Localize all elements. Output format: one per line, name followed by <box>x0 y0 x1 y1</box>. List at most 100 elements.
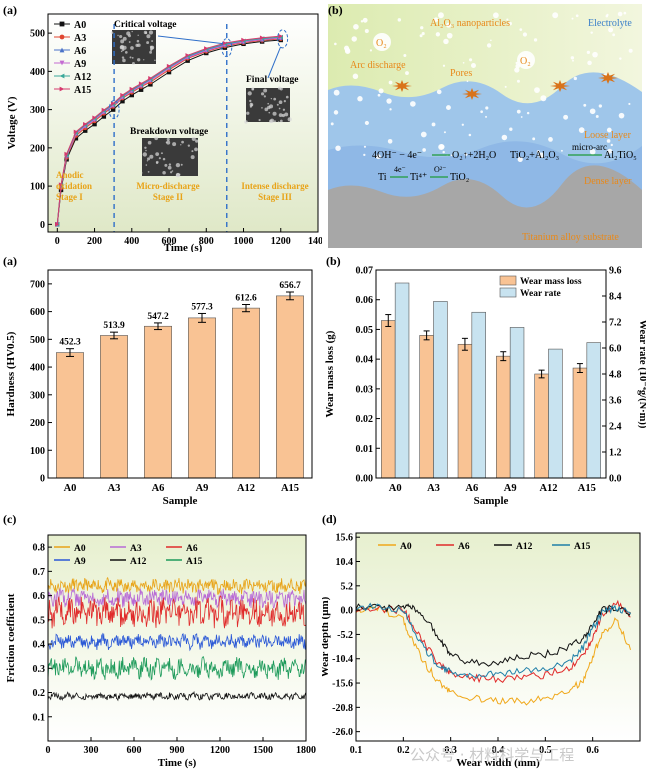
nanoparticle-dot <box>439 144 445 150</box>
micrograph-speck <box>145 149 147 152</box>
nanoparticle-dot <box>442 64 446 67</box>
nanoparticle-dot <box>516 79 520 83</box>
label-pores: Pores <box>450 68 472 79</box>
x-tick-label: 1000 <box>234 236 254 247</box>
legend-label: A0 <box>74 20 86 31</box>
y-tick-label: 10.4 <box>336 557 354 568</box>
y-right-tick-label: 0.0 <box>609 474 622 485</box>
legend-label: A15 <box>574 542 591 552</box>
wear-rate-bar-A15 <box>586 342 601 479</box>
series-marker-A15 <box>259 35 265 40</box>
nanoparticle-dot <box>607 148 613 154</box>
micrograph-speck <box>158 157 161 160</box>
micrograph-speck <box>181 140 184 144</box>
nanoparticle-dot <box>526 111 530 115</box>
friction-series-A9 <box>47 632 307 652</box>
series-marker-A0 <box>185 58 190 63</box>
watermark-text: 公众号 · 材料科学与工程 <box>410 746 575 764</box>
plot-background <box>376 270 606 478</box>
label-loose-layer: Loose layer <box>584 130 632 141</box>
series-marker-A15 <box>64 151 69 157</box>
nanoparticle-dot <box>364 29 369 34</box>
mass-loss-bar-A3 <box>419 335 434 479</box>
legend-label: Wear mass loss <box>520 277 582 287</box>
nanoparticle-dot <box>552 12 559 19</box>
series-marker-A15 <box>55 222 60 227</box>
label-o2: O₂ <box>520 56 531 67</box>
depth-series-A12 <box>355 603 631 667</box>
wear-rate-bar-A6 <box>471 311 486 479</box>
x-tick-label: 0 <box>55 236 60 247</box>
micrograph-speck <box>155 152 160 156</box>
depth-chart: (d) A0 A6 A12 A15 15.6 10.4 5.2 0.0 -5.2 -10.4 -15.… <box>322 512 641 769</box>
voltage-chart: (a) A0 A3 A6 A9 A12 A15 Critical voltage Final v… <box>3 3 322 252</box>
x-axis-label: Time (s) <box>158 757 197 769</box>
nanoparticle-dot <box>623 11 627 15</box>
nanoparticle-dot <box>422 148 426 152</box>
micrograph-speck <box>121 56 125 59</box>
nanoparticle-dot <box>450 154 453 157</box>
micrograph-speck <box>285 95 289 99</box>
micrograph-speck <box>263 88 268 93</box>
micrograph-speck <box>178 173 181 176</box>
x-tick-label: 0.5 <box>539 745 552 756</box>
y-tick-label: 0.5 <box>33 615 46 626</box>
x-tick-label: 600 <box>127 745 142 756</box>
y-axis-label: Voltage (V) <box>6 96 18 149</box>
schematic-panel: (b) Al₂O₃ nanoparticles Electrolyte O₂ O₂ Arc… <box>322 0 646 252</box>
nanoparticle-dot <box>592 51 598 58</box>
nanoparticle-dot <box>508 21 512 26</box>
schematic-diagram: (b) Al₂O₃ nanoparticles Electrolyte O₂ O₂ Arc… <box>328 3 642 248</box>
micrograph-speck <box>146 160 149 162</box>
category-label-A9: A9 <box>504 483 517 494</box>
micrograph-speck <box>137 58 141 62</box>
y-tick-label: -26.0 <box>332 727 353 738</box>
y-tick-label: 5.2 <box>341 581 354 592</box>
y-tick-label: 100 <box>30 182 45 193</box>
y-tick-label: 0.2 <box>33 688 46 699</box>
micrograph-speck <box>187 144 190 147</box>
y-tick-label: 0.1 <box>33 712 46 723</box>
data-label-A9: 577.3 <box>191 302 213 312</box>
micrograph-speck <box>147 140 152 145</box>
micrograph-speck <box>281 113 285 118</box>
x-tick-label: 0 <box>46 745 51 756</box>
micrograph-speck <box>284 112 289 117</box>
nanoparticle-dot <box>397 18 402 22</box>
mass-loss-bar-A15 <box>572 367 588 479</box>
y-tick-label: 0.0 <box>341 606 354 617</box>
legend-swatch <box>499 275 517 286</box>
wear-rate-bar-A12 <box>548 348 563 479</box>
arc-discharge-spark <box>598 72 618 84</box>
annotation-critical: Critical voltage <box>114 20 177 30</box>
nanoparticle-dot <box>606 13 609 17</box>
stage-1-line3: Stage I <box>56 192 83 202</box>
nanoparticle-dot <box>493 12 499 19</box>
y-right-tick-label: 9.6 <box>609 266 622 277</box>
series-marker-A15 <box>129 86 134 92</box>
micrograph-speck <box>180 163 183 166</box>
panel-letter: (b) <box>328 3 343 17</box>
critical-ellipse <box>221 38 233 58</box>
hardness-bar-A3 <box>100 335 128 479</box>
series-marker-A15 <box>166 63 172 69</box>
micrograph-speck <box>160 152 163 155</box>
micrograph-speck <box>146 34 151 39</box>
category-label-A3: A3 <box>427 483 440 494</box>
x-axis-label: Sample <box>474 495 509 507</box>
micrograph-speck <box>167 165 172 170</box>
legend-label: A0 <box>74 544 86 554</box>
nanoparticle-dot <box>386 98 392 104</box>
nanoparticle-dot <box>437 12 444 19</box>
legend-label: A15 <box>74 85 91 96</box>
micrograph-speck <box>278 100 283 105</box>
nanoparticle-dot <box>433 17 439 22</box>
nanoparticle-dot <box>570 56 575 60</box>
x-tick-label: 900 <box>170 745 185 756</box>
o2-bubble <box>373 33 391 51</box>
nanoparticle-dot <box>330 122 334 126</box>
y-tick-label: 0 <box>40 220 45 231</box>
y-tick-label: 0.3 <box>33 664 46 675</box>
micrograph-speck <box>129 56 132 59</box>
x-tick-label: 1800 <box>296 745 316 756</box>
